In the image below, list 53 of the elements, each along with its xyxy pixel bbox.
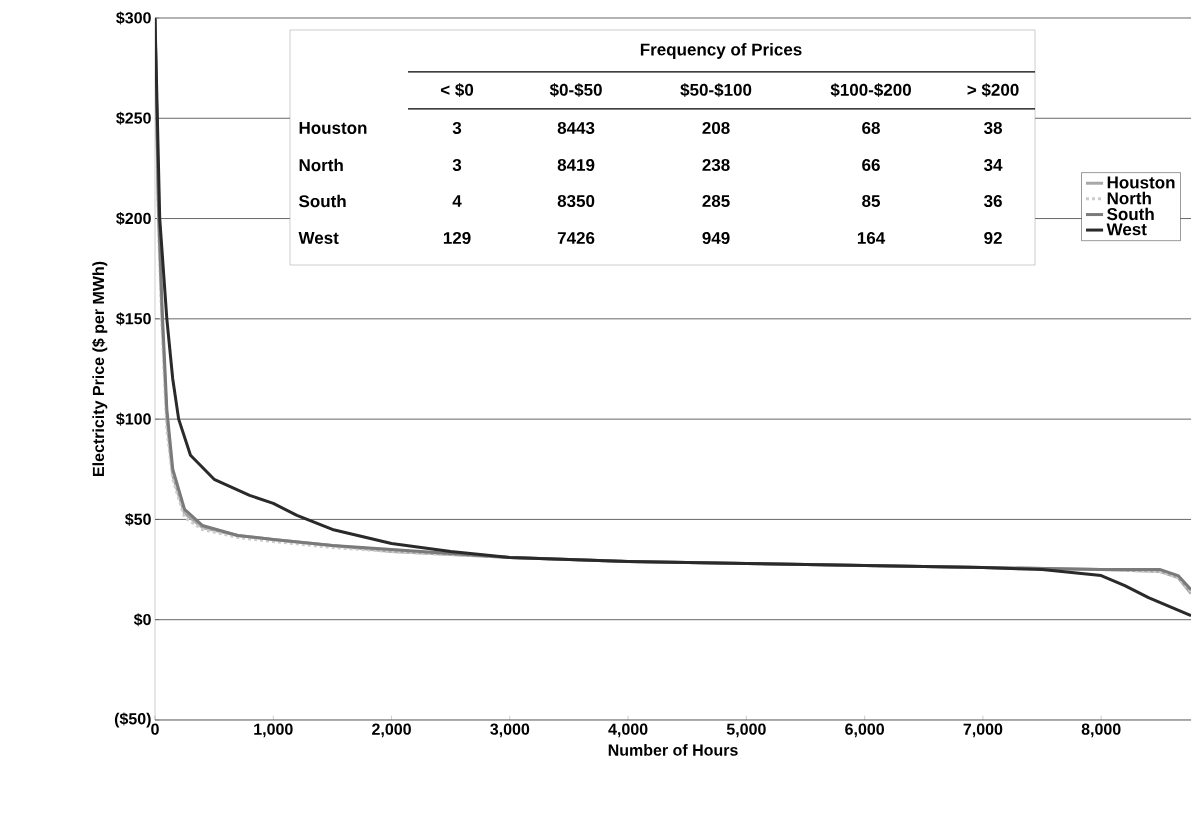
annotation: 238 — [702, 158, 730, 172]
annotation: 8443 — [557, 121, 595, 135]
annotation: 8350 — [557, 194, 595, 208]
x-tick-label: 2,000 — [372, 723, 411, 738]
legend-label: South — [1107, 207, 1154, 221]
x-tick-label: 4,000 — [608, 723, 648, 738]
x-tick-label: 8,000 — [1081, 723, 1121, 738]
annotation: 36 — [984, 194, 1002, 208]
annotation: 208 — [702, 121, 730, 135]
y-tick-label: $100 — [116, 412, 151, 426]
annotation: 4 — [452, 195, 462, 207]
annotation: 8419 — [557, 158, 595, 172]
annotation: $50-$100 — [680, 83, 752, 97]
x-tick-label: 7,000 — [963, 723, 1003, 738]
annotation: < $0 — [440, 83, 474, 97]
y-axis-title: Electricity Price ($ per MWh) — [92, 261, 108, 476]
x-tick-label: 3,000 — [490, 723, 530, 738]
y-tick-label: $300 — [116, 11, 151, 25]
annotation: Houston — [299, 122, 367, 134]
annotation: 285 — [702, 194, 730, 208]
annotation: $0-$50 — [549, 83, 602, 97]
annotation: > $200 — [967, 83, 1019, 97]
legend-label: West — [1106, 223, 1147, 236]
x-tick-label: 1,000 — [254, 723, 293, 738]
annotation: North — [299, 158, 343, 172]
annotation: 3 — [452, 158, 462, 172]
y-tick-label: $250 — [116, 111, 151, 125]
y-tick-label: $0 — [133, 613, 151, 627]
annotation: 34 — [984, 158, 1003, 172]
annotation: 164 — [857, 231, 886, 245]
legend-label: Houston — [1107, 176, 1175, 189]
annotation: 68 — [862, 121, 880, 135]
annotation: 66 — [862, 158, 880, 172]
y-tick-label: $200 — [116, 212, 151, 226]
x-tick-label: 6,000 — [845, 723, 884, 738]
annotation: 85 — [862, 194, 881, 208]
x-tick-label: 0 — [151, 723, 159, 735]
y-tick-label: $50 — [124, 512, 151, 526]
annotation: 949 — [702, 231, 730, 245]
annotation: 129 — [443, 231, 471, 245]
x-axis-title: Number of Hours — [608, 744, 738, 756]
x-tick-label: 5,000 — [726, 723, 766, 738]
annotation: Frequency of Prices — [640, 43, 802, 59]
annotation: $100-$200 — [830, 83, 911, 97]
annotation: 7426 — [557, 231, 595, 245]
annotation: 92 — [984, 231, 1002, 245]
y-tick-label: ($50) — [114, 712, 151, 728]
legend-label: North — [1107, 191, 1151, 205]
annotation: 38 — [984, 121, 1003, 135]
annotation: 3 — [452, 121, 462, 135]
y-tick-label: $150 — [116, 312, 151, 326]
annotation: West — [298, 232, 339, 244]
annotation: South — [299, 194, 346, 208]
